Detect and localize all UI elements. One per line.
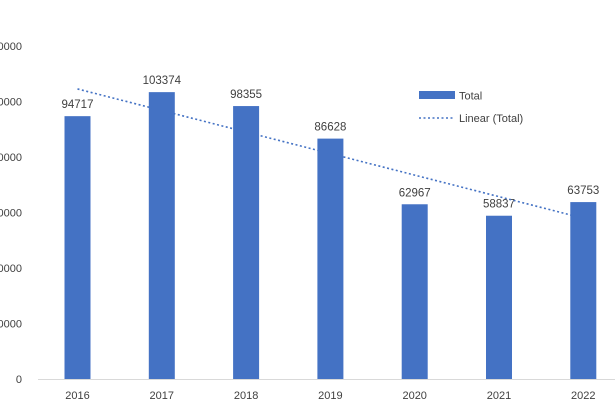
bar-2018 (233, 106, 260, 379)
legend-label-trendline: Linear (Total) (459, 113, 523, 125)
y-tick-label: 20000 (0, 319, 22, 331)
data-labels: 94717 103374 98355 86628 62967 58837 63753 (62, 75, 600, 211)
y-tick-label: 100000 (0, 97, 22, 109)
y-tick-label: 80000 (0, 152, 22, 164)
trendline (77, 88, 584, 219)
x-tick-label: 2020 (402, 390, 426, 402)
bar-2016 (64, 116, 91, 379)
y-axis-ticks: 0 20000 40000 60000 80000 100000 120000 (0, 41, 22, 386)
data-label-2022: 63753 (567, 185, 599, 197)
x-tick-label: 2022 (571, 390, 595, 402)
bar-2017 (148, 92, 175, 380)
legend: Total Linear (Total) (419, 91, 523, 125)
x-tick-label: 2016 (65, 390, 89, 402)
legend-swatch-total (419, 91, 455, 99)
bar-2021 (486, 215, 512, 379)
data-label-2018: 98355 (230, 89, 262, 101)
bar-2020 (401, 204, 428, 379)
x-tick-label: 2021 (487, 390, 511, 402)
data-label-2020: 62967 (399, 187, 431, 199)
bar-2019 (317, 138, 344, 379)
x-axis-ticks: 2016 2017 2018 2019 2020 2021 2022 (65, 390, 595, 402)
data-label-2021: 58837 (483, 199, 515, 211)
bar-2022 (570, 202, 597, 379)
bars (64, 92, 597, 380)
x-tick-label: 2018 (234, 390, 258, 402)
data-label-2016: 94717 (62, 99, 94, 111)
data-label-2019: 86628 (314, 122, 346, 134)
x-tick-label: 2017 (150, 390, 174, 402)
y-tick-label: 0 (16, 374, 22, 386)
y-tick-label: 120000 (0, 41, 22, 53)
x-tick-label: 2019 (318, 390, 342, 402)
legend-label-total: Total (459, 91, 482, 103)
y-tick-label: 40000 (0, 263, 22, 275)
data-label-2017: 103374 (143, 75, 182, 87)
y-tick-label: 60000 (0, 208, 22, 220)
